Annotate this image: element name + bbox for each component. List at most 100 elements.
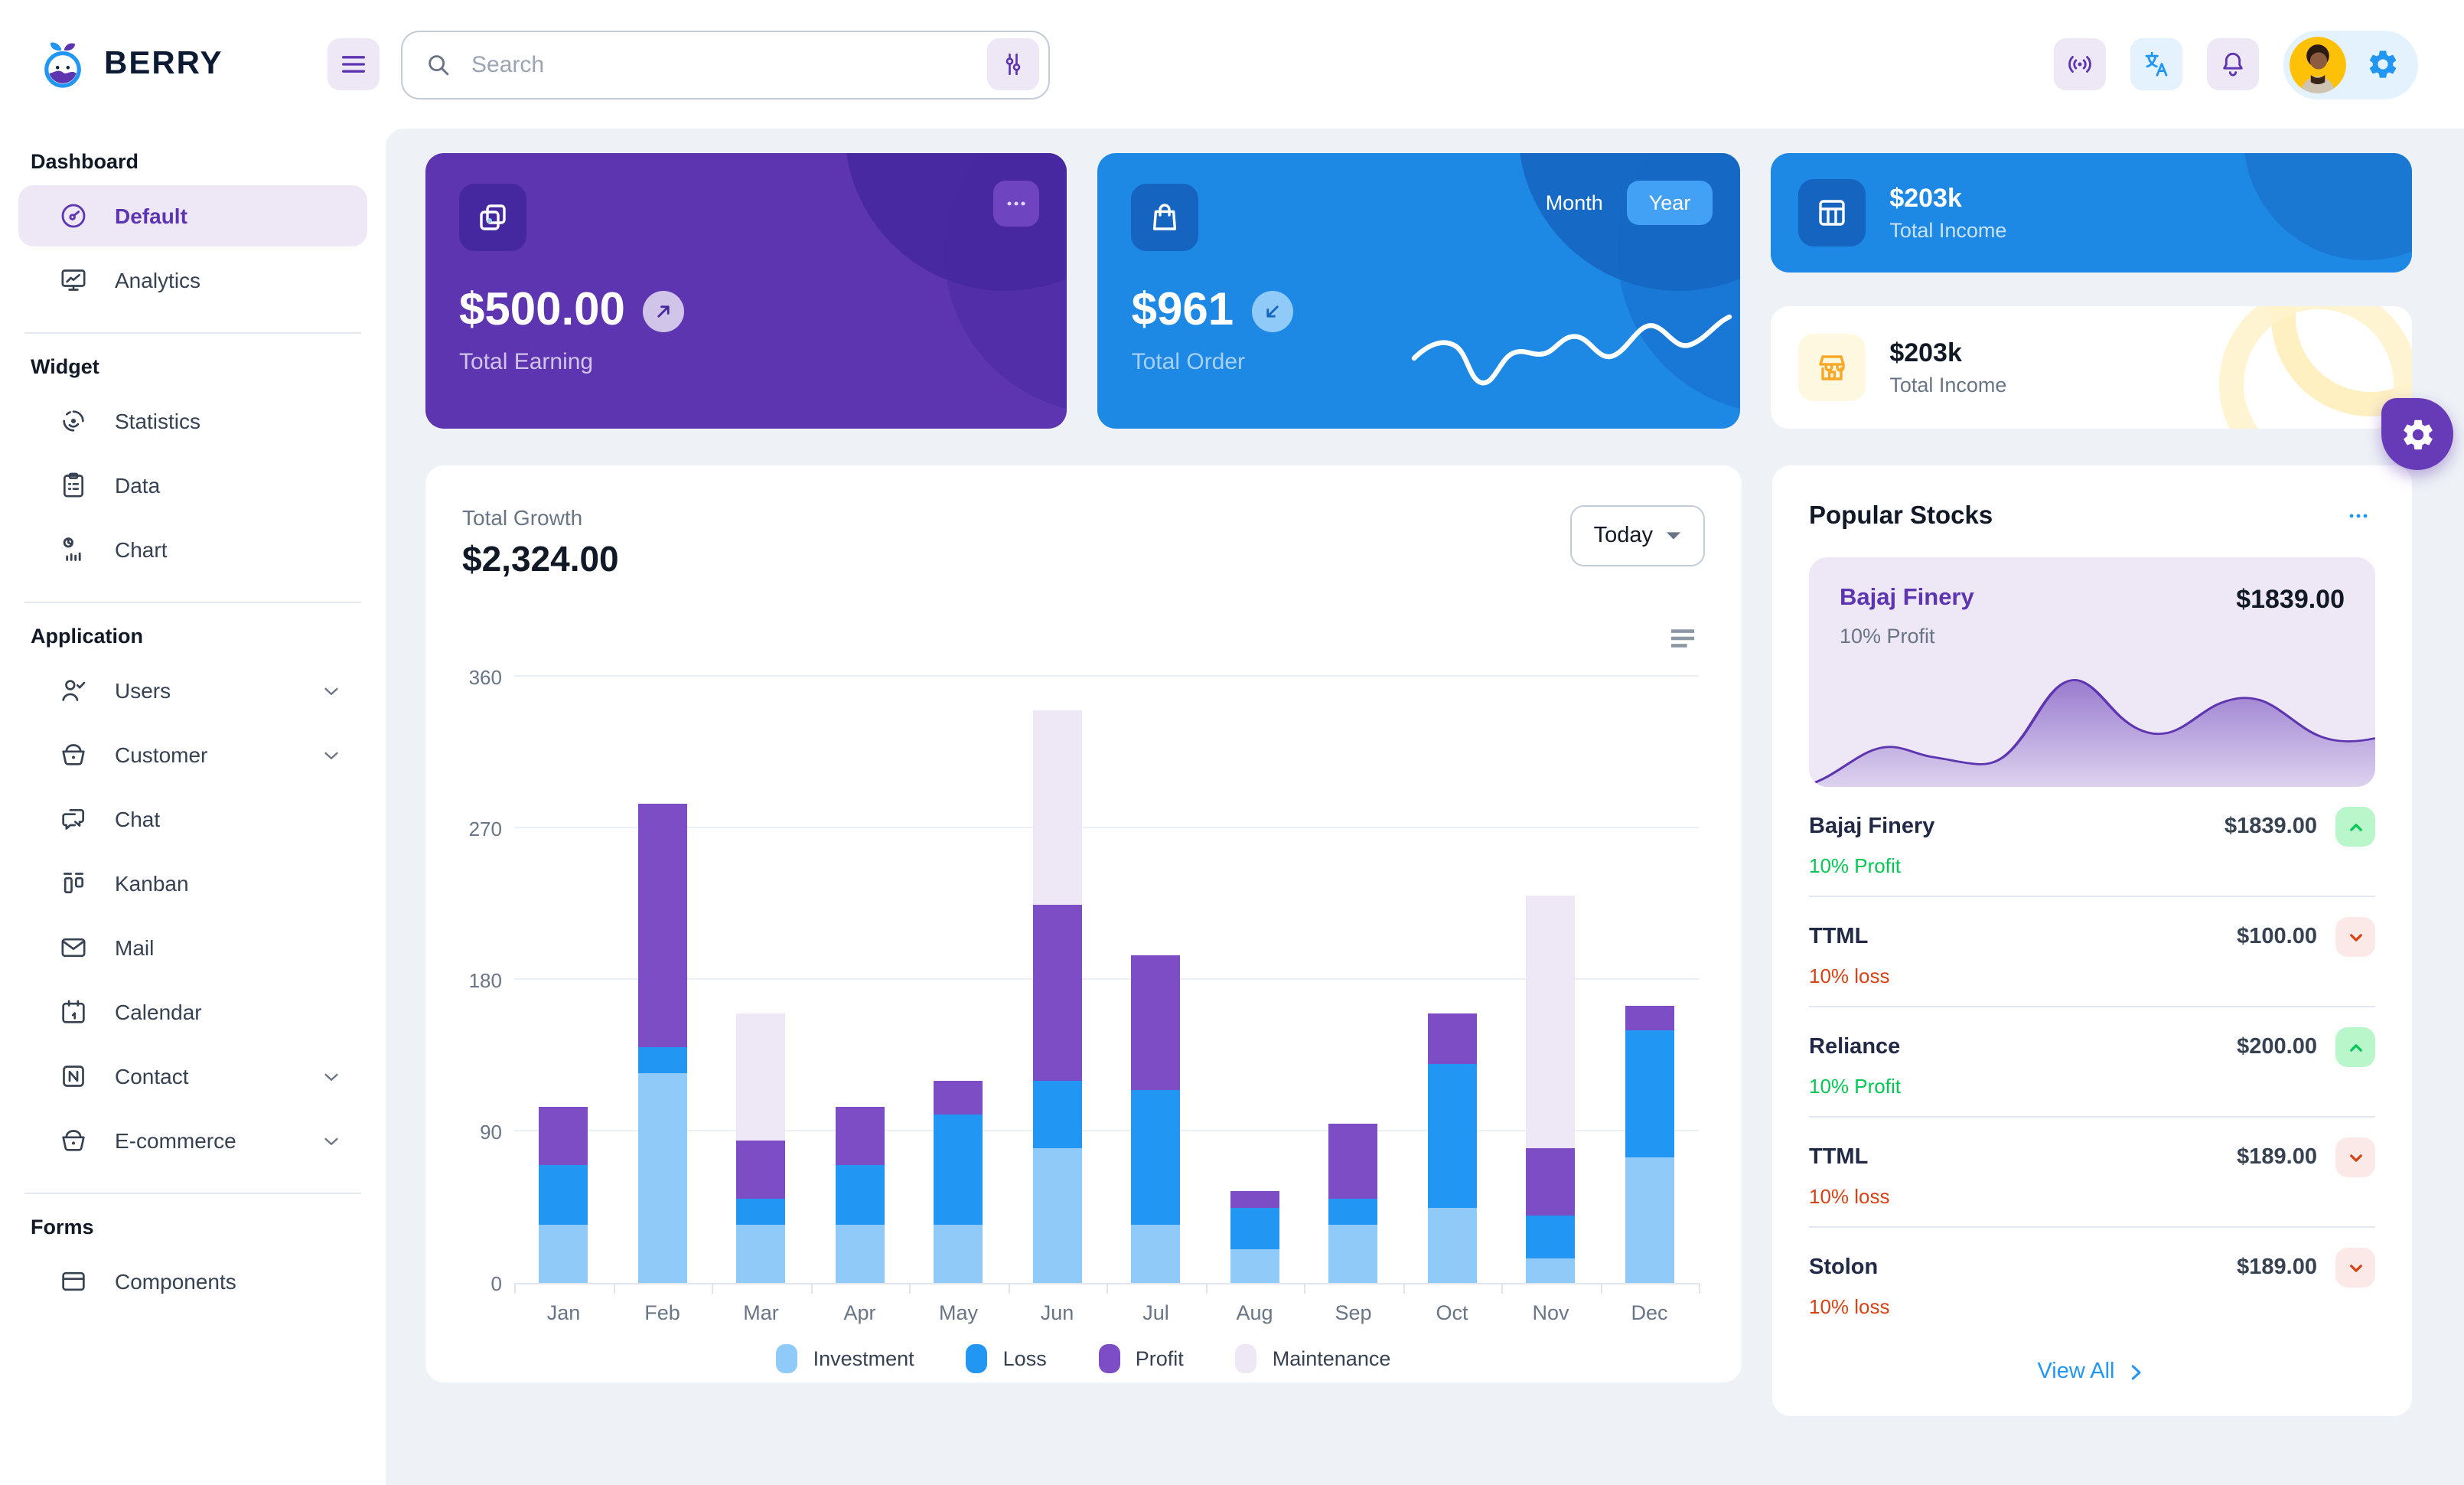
- stacked-bar[interactable]: [1032, 710, 1082, 1283]
- x-axis-label: Apr: [843, 1301, 876, 1324]
- bar-segment: [1625, 1005, 1674, 1030]
- sidebar-item-data[interactable]: Data: [18, 455, 367, 516]
- bar-segment: [736, 1140, 786, 1199]
- sidebar-item-kanban[interactable]: Kanban: [18, 853, 367, 914]
- sidebar-item-label: Statistics: [115, 409, 201, 433]
- bar-segment: [736, 1199, 786, 1224]
- sidebar-item-chart[interactable]: Chart: [18, 519, 367, 580]
- bar-segment: [1131, 1089, 1181, 1224]
- stock-row[interactable]: Reliance $200.00 10% Profit: [1809, 1007, 2375, 1116]
- sidebar-item-chat[interactable]: Chat: [18, 788, 367, 850]
- stacked-bar[interactable]: [637, 803, 687, 1283]
- sidebar-item-statistics[interactable]: Statistics: [18, 390, 367, 452]
- broadcast-button[interactable]: [2054, 38, 2106, 90]
- sidebar-item-ecommerce[interactable]: E-commerce: [18, 1110, 367, 1171]
- sidebar-item-label: Contact: [115, 1064, 189, 1088]
- bar-segment: [1427, 1207, 1477, 1283]
- stacked-bar[interactable]: [934, 1081, 983, 1283]
- sidebar-item-users[interactable]: Users: [18, 660, 367, 721]
- chevron-up-badge[interactable]: [2335, 1027, 2375, 1067]
- bar-slot: [1008, 677, 1107, 1283]
- chart-icon: [58, 534, 89, 565]
- legend-item[interactable]: Maintenance: [1235, 1344, 1390, 1373]
- main-content: $500.00 Total Earning Month Year $961: [386, 129, 2464, 1485]
- bar-segment: [637, 803, 687, 1047]
- components-icon: [58, 1266, 89, 1297]
- legend-item[interactable]: Profit: [1098, 1344, 1184, 1373]
- featured-stock-change: 10% Profit: [1840, 625, 1935, 648]
- period-select[interactable]: Today: [1570, 505, 1705, 566]
- menu-lines-icon: [1670, 628, 1696, 649]
- stock-price: $100.00: [2237, 925, 2317, 949]
- stock-row[interactable]: Bajaj Finery $1839.00 10% Profit: [1809, 787, 2375, 896]
- stacked-bar[interactable]: [736, 1013, 786, 1283]
- sidebar-item-default[interactable]: Default: [18, 185, 367, 246]
- income-amount: $203k: [1889, 184, 1962, 213]
- chevron-down-badge[interactable]: [2335, 917, 2375, 957]
- stock-change: 10% loss: [1809, 964, 1890, 987]
- month-toggle-button[interactable]: Month: [1527, 181, 1621, 225]
- bar-segment: [1032, 1148, 1082, 1283]
- bar-segment: [835, 1165, 885, 1224]
- search-box: [401, 30, 1050, 99]
- kanban-icon: [58, 868, 89, 899]
- legend-item[interactable]: Investment: [776, 1344, 914, 1373]
- gridline: [514, 978, 1699, 980]
- chevron-up-badge[interactable]: [2335, 807, 2375, 847]
- sidebar-toggle-button[interactable]: [328, 38, 380, 90]
- trend-up-icon[interactable]: [643, 290, 685, 331]
- stacked-bar[interactable]: [1526, 896, 1576, 1283]
- stacked-bar[interactable]: [835, 1106, 885, 1283]
- customize-fab-button[interactable]: [2381, 398, 2453, 470]
- stacked-bar[interactable]: [1625, 1005, 1674, 1283]
- stacked-bar[interactable]: [1427, 1013, 1477, 1283]
- sidebar-item-customer[interactable]: Customer: [18, 724, 367, 785]
- stocks-more-button[interactable]: [2342, 499, 2375, 533]
- sidebar-item-components[interactable]: Components: [18, 1251, 367, 1312]
- brand[interactable]: BERRY: [37, 38, 328, 90]
- stacked-bar[interactable]: [539, 1106, 588, 1283]
- earning-more-button[interactable]: [993, 181, 1040, 227]
- x-axis-tick: [1403, 1283, 1404, 1294]
- bar-slot: [810, 677, 909, 1283]
- notifications-button[interactable]: [2207, 38, 2259, 90]
- sidebar-item-contact[interactable]: Contact: [18, 1046, 367, 1107]
- berry-logo-icon: [37, 38, 89, 90]
- sidebar-item-mail[interactable]: Mail: [18, 917, 367, 978]
- stacked-bar[interactable]: [1230, 1190, 1279, 1283]
- search-input[interactable]: [468, 50, 972, 79]
- sidebar-item-calendar[interactable]: Calendar: [18, 981, 367, 1043]
- chevron-down-badge[interactable]: [2335, 1248, 2375, 1288]
- x-axis-tick: [1304, 1283, 1305, 1294]
- cards-icon: [474, 199, 511, 236]
- sidebar-item-analytics[interactable]: Analytics: [18, 250, 367, 311]
- chevron-down-badge[interactable]: [2335, 1137, 2375, 1177]
- view-all-link[interactable]: View All: [1809, 1358, 2375, 1385]
- order-sparkline: [1409, 303, 1733, 398]
- stock-row[interactable]: Stolon $189.00 10% loss: [1809, 1228, 2375, 1336]
- stacked-bar[interactable]: [1131, 955, 1181, 1283]
- x-axis-label: Jun: [1040, 1301, 1074, 1324]
- bell-icon: [2218, 49, 2248, 80]
- income-amount: $203k: [1889, 338, 1962, 367]
- stock-row[interactable]: TTML $189.00 10% loss: [1809, 1118, 2375, 1226]
- trend-down-icon[interactable]: [1252, 290, 1294, 331]
- search-settings-button[interactable]: [987, 38, 1039, 90]
- bar-segment: [736, 1224, 786, 1283]
- featured-stock-card[interactable]: Bajaj Finery $1839.00 10% Profit: [1809, 557, 2375, 787]
- year-toggle-button[interactable]: Year: [1627, 181, 1713, 225]
- bar-segment: [1625, 1157, 1674, 1283]
- broadcast-icon: [2065, 49, 2095, 80]
- legend-item[interactable]: Loss: [966, 1344, 1047, 1373]
- legend-label: Loss: [1002, 1347, 1047, 1370]
- section-title-widget: Widget: [31, 355, 99, 378]
- ellipsis-icon: [1003, 190, 1031, 217]
- language-button[interactable]: [2130, 38, 2182, 90]
- chevron-down-icon: [320, 679, 343, 702]
- stacked-bar[interactable]: [1328, 1123, 1378, 1283]
- featured-stock-price: $1839.00: [2236, 585, 2345, 614]
- chevron-right-icon: [2124, 1360, 2147, 1383]
- profile-menu-button[interactable]: [2283, 30, 2418, 99]
- stock-row[interactable]: TTML $100.00 10% loss: [1809, 897, 2375, 1006]
- chart-menu-button[interactable]: [1667, 625, 1699, 652]
